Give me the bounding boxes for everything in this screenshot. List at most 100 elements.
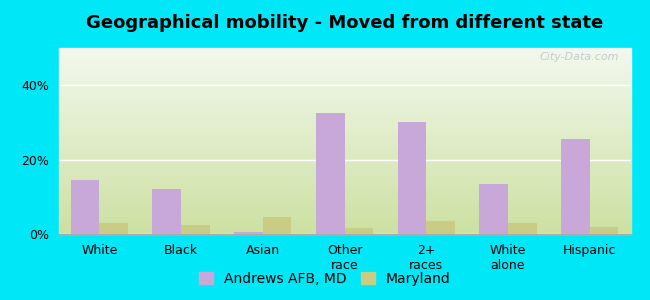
Bar [58, 209, 630, 210]
Bar [58, 57, 630, 58]
Bar [58, 72, 630, 73]
Bar [58, 54, 630, 55]
Bar [58, 78, 630, 79]
Bar [58, 231, 630, 232]
Bar [58, 151, 630, 152]
Bar [58, 179, 630, 180]
Bar [58, 199, 630, 200]
Bar [58, 86, 630, 87]
Bar [58, 196, 630, 197]
Bar [58, 118, 630, 119]
Bar [58, 106, 630, 107]
Bar [58, 117, 630, 118]
Bar [58, 96, 630, 97]
Bar [344, 228, 373, 234]
Bar [58, 163, 630, 164]
Bar [58, 189, 630, 190]
Bar [58, 212, 630, 213]
Bar [58, 71, 630, 72]
Bar [58, 130, 630, 131]
Bar [58, 90, 630, 91]
Bar [58, 173, 630, 175]
Bar [561, 139, 590, 234]
Bar [58, 191, 630, 192]
Bar [58, 207, 630, 208]
Bar [58, 134, 630, 135]
Text: City-Data.com: City-Data.com [540, 52, 619, 62]
Bar [426, 221, 455, 234]
Bar [58, 152, 630, 153]
Bar [58, 223, 630, 224]
Bar [58, 167, 630, 168]
Bar [58, 137, 630, 138]
Bar [58, 169, 630, 170]
Bar [58, 213, 630, 214]
Bar [58, 195, 630, 196]
Bar [58, 166, 630, 167]
Bar [58, 221, 630, 222]
Bar [58, 160, 630, 161]
Bar [58, 82, 630, 83]
Bar [58, 67, 630, 68]
Bar [58, 158, 630, 159]
Bar [58, 156, 630, 157]
Bar [58, 107, 630, 108]
Bar [58, 82, 630, 83]
Bar [58, 146, 630, 147]
Bar [479, 184, 508, 234]
Bar [58, 56, 630, 57]
Bar [58, 114, 630, 115]
Bar [58, 193, 630, 194]
Bar [58, 190, 630, 191]
Bar [58, 91, 630, 92]
Bar [58, 85, 630, 86]
Bar [58, 164, 630, 165]
Bar [58, 50, 630, 51]
Bar [58, 131, 630, 132]
Bar [58, 188, 630, 189]
Bar [58, 124, 630, 125]
Bar [58, 115, 630, 116]
Bar [58, 224, 630, 225]
Bar [58, 177, 630, 178]
Bar [58, 204, 630, 205]
Bar [58, 194, 630, 195]
Legend: Andrews AFB, MD, Maryland: Andrews AFB, MD, Maryland [195, 268, 455, 290]
Bar [58, 121, 630, 122]
Bar [58, 59, 630, 60]
Bar [58, 200, 630, 202]
Bar [58, 64, 630, 65]
Bar [58, 205, 630, 206]
Bar [58, 140, 630, 141]
Bar [508, 223, 536, 234]
Bar [58, 208, 630, 209]
Bar [58, 154, 630, 155]
Bar [58, 87, 630, 88]
Bar [58, 126, 630, 127]
Bar [58, 74, 630, 75]
Bar [58, 79, 630, 80]
Bar [58, 160, 630, 161]
Bar [58, 129, 630, 130]
Bar [58, 215, 630, 216]
Bar [58, 111, 630, 112]
Bar [58, 60, 630, 61]
Bar [58, 103, 630, 104]
Bar [58, 80, 630, 82]
Bar [58, 99, 630, 100]
Bar [58, 198, 630, 199]
Bar [58, 184, 630, 185]
Bar [58, 138, 630, 139]
Bar [58, 61, 630, 62]
Bar [58, 139, 630, 140]
Bar [58, 65, 630, 66]
Bar [58, 203, 630, 204]
Bar [58, 222, 630, 223]
Bar [58, 220, 630, 221]
Bar [58, 218, 630, 219]
Bar [58, 217, 630, 218]
Bar [58, 128, 630, 129]
Bar [58, 113, 630, 114]
Bar [58, 100, 630, 101]
Bar [58, 89, 630, 90]
